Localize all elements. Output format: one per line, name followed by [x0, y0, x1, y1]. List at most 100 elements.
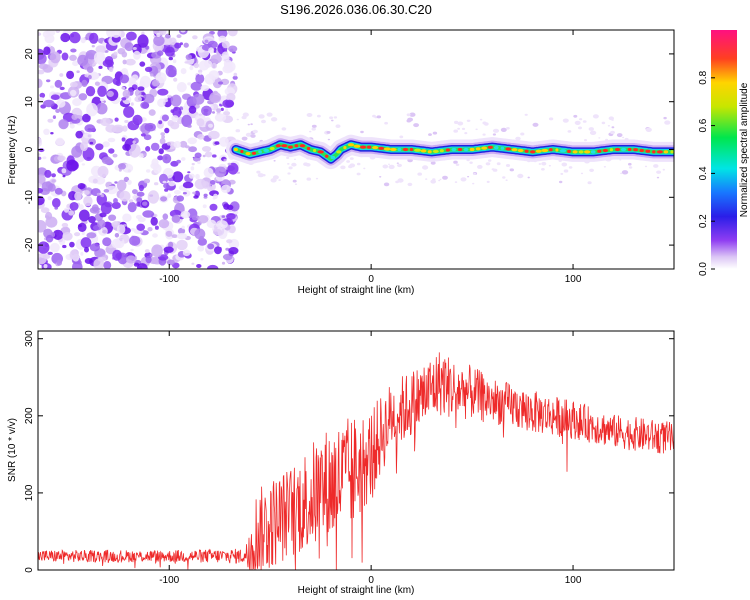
noise-blob	[220, 107, 224, 111]
noise-speck	[303, 162, 309, 166]
noise-speck	[288, 166, 293, 170]
noise-blob	[218, 35, 227, 42]
track-core-mark	[347, 143, 355, 147]
noise-blob	[204, 39, 209, 43]
noise-blob	[96, 102, 108, 115]
noise-blob	[54, 206, 58, 210]
noise-blob	[50, 94, 60, 100]
spectrogram-ytick-label: 0	[24, 146, 35, 152]
track-core-mark	[402, 147, 409, 152]
track-core-mark	[487, 145, 493, 149]
track-core-mark	[299, 144, 306, 148]
noise-blob	[204, 151, 213, 158]
noise-speck	[653, 164, 659, 168]
colorbar-tick-label: 0.4	[698, 166, 709, 180]
noise-blob	[150, 142, 160, 151]
noise-blob	[38, 195, 45, 206]
track-core-mark	[597, 149, 602, 153]
noise-speck	[520, 132, 525, 136]
noise-blob	[97, 256, 107, 262]
noise-blob	[180, 30, 186, 33]
spectrogram-ytick-label: 10	[24, 96, 35, 108]
snr-series-line	[38, 352, 674, 570]
noise-blob	[100, 202, 112, 215]
noise-blob	[164, 127, 170, 134]
noise-speck	[464, 132, 468, 135]
noise-speck	[422, 165, 429, 170]
noise-blob	[125, 31, 137, 41]
noise-blob	[157, 88, 169, 96]
noise-speck	[509, 168, 514, 172]
noise-blob	[169, 37, 177, 46]
noise-blob	[116, 224, 126, 235]
noise-speck	[506, 127, 510, 130]
noise-speck	[610, 130, 615, 135]
noise-blob	[171, 234, 178, 239]
track-core-mark	[451, 147, 457, 152]
noise-blob	[102, 229, 107, 234]
noise-speck	[379, 176, 382, 178]
noise-blob	[38, 220, 47, 233]
noise-blob	[157, 155, 164, 161]
noise-blob	[119, 74, 130, 84]
noise-speck	[563, 169, 569, 173]
noise-speck	[473, 172, 476, 175]
noise-speck	[396, 162, 399, 164]
noise-blob	[226, 92, 236, 102]
noise-blob	[166, 142, 171, 146]
snr-xtick-label: -100	[159, 575, 179, 586]
noise-blob	[88, 216, 96, 224]
noise-blob	[197, 134, 205, 140]
noise-speck	[384, 121, 388, 125]
colorbar-axes: 0.0 0.2 0.4 0.6 0.8	[698, 70, 715, 276]
track-core-mark	[258, 150, 262, 154]
noise-blob	[69, 202, 79, 211]
noise-blob	[108, 66, 114, 73]
noise-blob	[198, 69, 203, 74]
track-core-mark	[511, 148, 518, 152]
noise-blob	[70, 48, 77, 53]
noise-speck	[505, 179, 508, 181]
noise-blob	[62, 232, 73, 241]
noise-speck	[662, 168, 665, 171]
spectrogram-panel	[38, 30, 674, 269]
noise-blob	[38, 78, 43, 88]
noise-blob	[125, 253, 129, 256]
noise-blob	[202, 204, 207, 209]
noise-blob	[150, 217, 158, 226]
noise-blob	[97, 219, 106, 229]
noise-speck	[561, 162, 568, 167]
noise-blob	[161, 135, 166, 139]
noise-speck	[592, 114, 599, 119]
snr-ylabel: SNR (10 * v/v)	[7, 418, 18, 482]
noise-speck	[294, 158, 296, 160]
snr-ytick-label: 0	[24, 567, 35, 573]
noise-blob	[176, 195, 184, 202]
spectrogram-xtick-label: 0	[368, 274, 374, 285]
noise-blob	[81, 163, 86, 166]
noise-blob	[137, 34, 149, 48]
noise-speck	[548, 117, 554, 121]
snr-xlabel: Height of straight line (km)	[298, 585, 415, 596]
noise-blob	[113, 51, 118, 56]
noise-blob	[189, 65, 194, 71]
noise-blob	[103, 189, 110, 193]
noise-blob	[151, 244, 163, 258]
noise-speck	[292, 179, 297, 183]
noise-blob	[80, 141, 88, 152]
spectrogram-ytick-label: -20	[24, 237, 35, 252]
noise-blob	[200, 258, 204, 261]
noise-blob	[46, 79, 51, 83]
noise-blob	[43, 128, 50, 135]
noise-blob	[69, 89, 77, 97]
noise-blob	[50, 85, 54, 89]
noise-blob	[102, 141, 110, 148]
noise-blob	[69, 31, 81, 44]
noise-speck	[317, 114, 321, 118]
noise-blob	[45, 211, 53, 220]
noise-blob	[218, 246, 222, 252]
noise-speck	[562, 118, 569, 123]
noise-speck	[258, 114, 265, 119]
noise-blob	[95, 176, 106, 185]
